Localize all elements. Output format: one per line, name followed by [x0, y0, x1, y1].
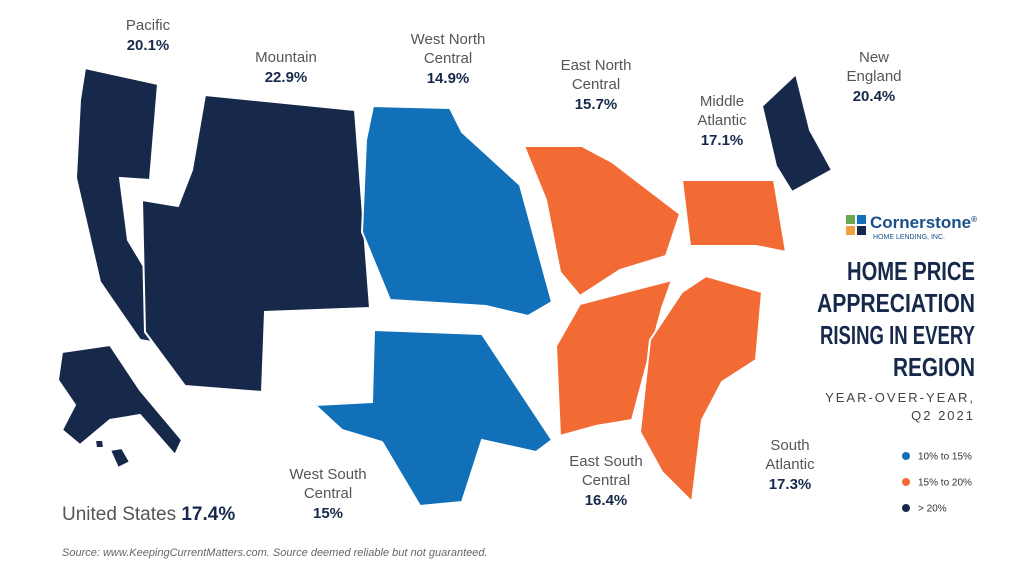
region-name: Pacific — [126, 17, 171, 34]
region-shape — [360, 104, 554, 318]
region-value: 17.1% — [701, 132, 744, 149]
title-line: REGION — [893, 352, 975, 382]
region-shape — [522, 145, 682, 298]
legend-swatch — [902, 452, 910, 460]
region-name: England — [846, 68, 901, 85]
region-value: 17.3% — [769, 476, 812, 493]
region-east-south-central — [554, 278, 674, 438]
region-name: East South — [569, 453, 642, 470]
region-west-north-central — [360, 104, 554, 318]
brand-tagline: HOME LENDING, INC. — [873, 234, 945, 241]
region-shape — [93, 439, 106, 449]
region-south-atlantic — [638, 274, 764, 505]
brand-name: Cornerstone® — [870, 213, 977, 232]
region-value: 16.4% — [585, 492, 628, 509]
region-name: Central — [572, 76, 620, 93]
region-new-england — [760, 72, 834, 194]
region-value: 22.9% — [265, 69, 308, 86]
region-name: East North — [561, 57, 632, 74]
national-value: 17.4% — [181, 504, 235, 525]
region-shape — [108, 446, 132, 470]
region-value: 15.7% — [575, 96, 618, 113]
region-shape — [638, 274, 764, 505]
legend-label: 15% to 20% — [918, 478, 972, 489]
region-shape — [680, 179, 788, 254]
region-west-south-central — [312, 328, 554, 508]
region-name: West South — [289, 466, 366, 483]
region-name: South — [770, 437, 809, 454]
region-name: Middle — [700, 93, 744, 110]
national-label: United States 17.4% — [62, 504, 235, 525]
national-name: United States — [62, 504, 176, 525]
region-shape — [554, 278, 674, 438]
region-mountain — [140, 93, 372, 394]
brand-logo — [846, 215, 866, 235]
region-middle-atlantic — [680, 179, 788, 254]
region-name: Central — [304, 485, 352, 502]
brand-mark: ® — [971, 215, 977, 224]
region-name: West North — [411, 31, 486, 48]
title-line: APPRECIATION — [817, 288, 975, 318]
region-name: Atlantic — [765, 456, 815, 473]
region-name: New — [859, 49, 889, 66]
legend: 10% to 15% 15% to 20% > 20% — [902, 452, 972, 515]
region-value: 20.4% — [853, 88, 896, 105]
region-value: 15% — [313, 505, 343, 522]
subtitle-line: Q2 2021 — [911, 408, 975, 423]
region-value: 14.9% — [427, 70, 470, 87]
region-name: Central — [582, 472, 630, 489]
subtitle-line: YEAR-OVER-YEAR, — [825, 390, 975, 405]
legend-swatch — [902, 478, 910, 486]
region-shape — [140, 93, 372, 394]
region-name: Mountain — [255, 49, 317, 66]
region-east-north-central — [522, 145, 682, 298]
legend-label: > 20% — [918, 504, 947, 515]
region-name: Atlantic — [697, 112, 747, 129]
region-value: 20.1% — [127, 37, 170, 54]
title-line: RISING IN EVERY — [820, 320, 975, 350]
legend-swatch — [902, 504, 910, 512]
region-shape — [56, 343, 184, 457]
title-line: HOME PRICE — [847, 256, 975, 286]
region-shape — [312, 328, 554, 508]
legend-label: 10% to 15% — [918, 452, 972, 463]
brand-name-text: Cornerstone — [870, 213, 971, 232]
region-shape — [760, 72, 834, 194]
source: Source: www.KeepingCurrentMatters.com. S… — [62, 547, 488, 559]
region-name: Central — [424, 50, 472, 67]
